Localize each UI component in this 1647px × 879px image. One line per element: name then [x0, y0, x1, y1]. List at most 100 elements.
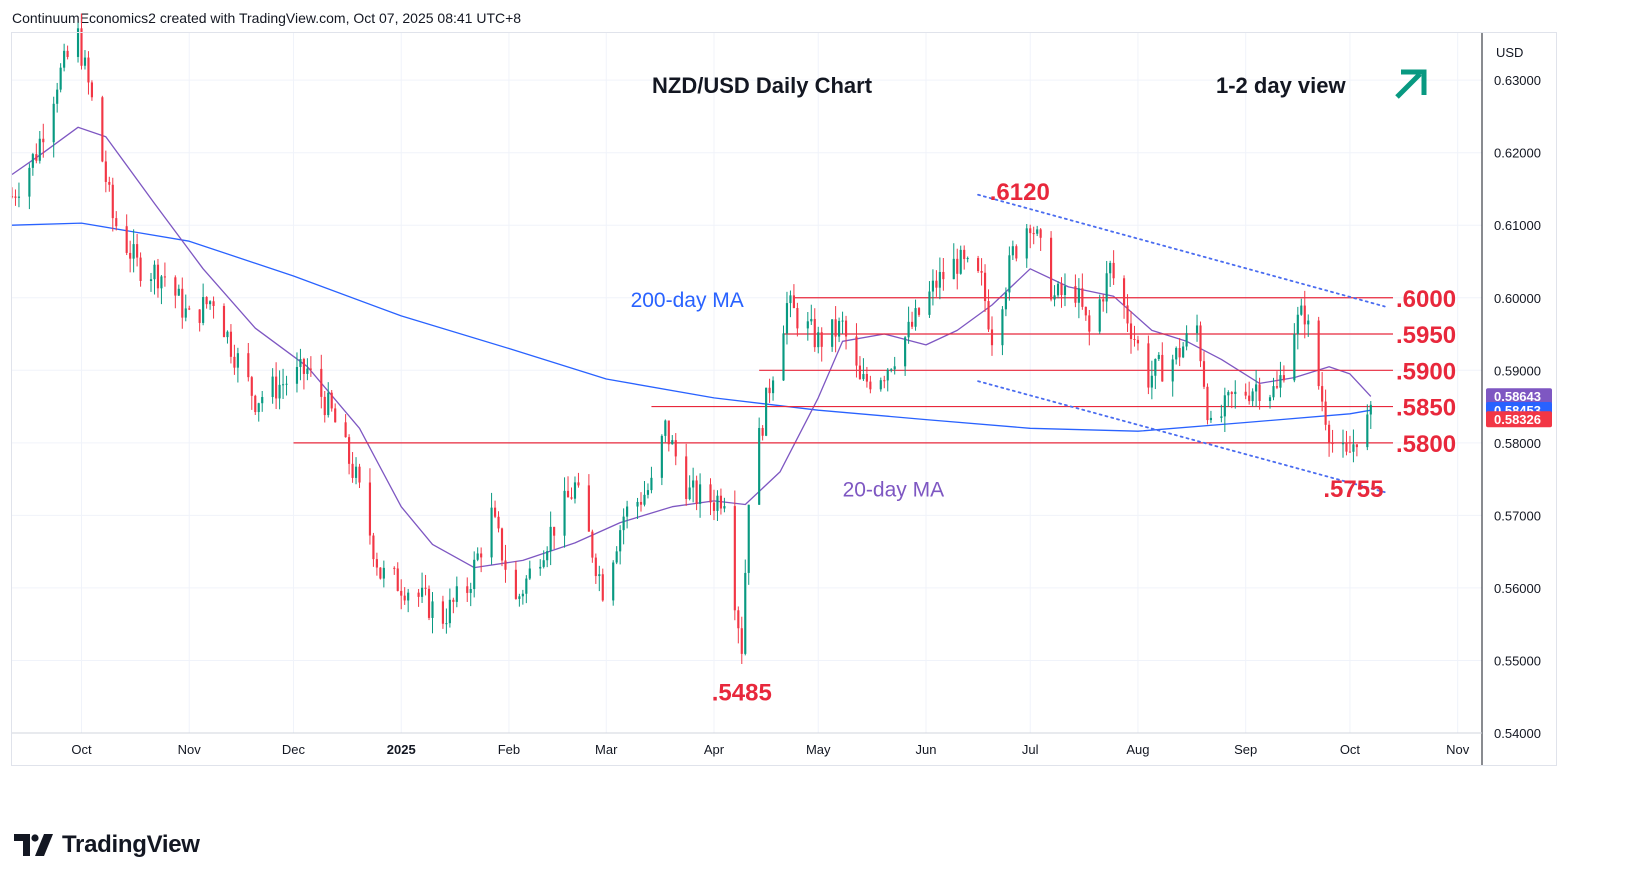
candle-body	[455, 586, 458, 602]
candle-body	[1348, 451, 1352, 453]
candle-body	[379, 567, 382, 579]
annotations: 200-day MA 20-day MA .6120 .5485 .5755	[631, 179, 1384, 707]
candle-body	[427, 588, 431, 618]
candle-body	[351, 463, 354, 478]
level-label: .6000	[1396, 286, 1456, 313]
candle-body	[285, 383, 288, 385]
candle-body	[813, 318, 816, 348]
candle-body	[320, 368, 323, 397]
candle-body	[1227, 392, 1230, 396]
candle-body	[1185, 333, 1188, 347]
candle-body	[643, 494, 646, 505]
candle-body	[129, 252, 132, 259]
candle-body	[667, 420, 670, 445]
candle-body	[692, 480, 695, 488]
candle-body	[990, 329, 994, 346]
candle-body	[1258, 384, 1261, 402]
candle-body	[1039, 229, 1042, 238]
candle-body	[1248, 395, 1251, 402]
candle-body	[1004, 292, 1007, 310]
candle-body	[63, 50, 66, 68]
candle-body	[278, 384, 281, 399]
candle-body	[490, 507, 493, 558]
candle-body	[52, 103, 55, 143]
candle-body	[890, 369, 893, 371]
candle-body	[163, 276, 166, 278]
price-badge-label: 0.58326	[1494, 412, 1541, 427]
candle-body	[420, 587, 424, 597]
candle-body	[452, 599, 455, 602]
candle-body	[935, 280, 938, 288]
x-tick-label: 2025	[387, 742, 416, 757]
candle-body	[1199, 325, 1202, 362]
candle-body	[153, 264, 156, 280]
candle-body	[1272, 386, 1275, 398]
tradingview-logo[interactable]: TradingView	[14, 828, 200, 862]
candle-body	[747, 504, 750, 573]
candle-body	[1112, 262, 1115, 279]
candle-body	[424, 587, 427, 589]
candle-body	[699, 484, 702, 504]
arrow-head	[1401, 69, 1427, 95]
candle-body	[980, 271, 983, 273]
x-tick-label: Mar	[595, 742, 618, 757]
candle-body	[893, 366, 896, 370]
candle-body	[160, 276, 163, 289]
candle-body	[295, 366, 299, 384]
candle-body	[132, 244, 135, 259]
candle-body	[521, 593, 524, 597]
candle-body	[212, 301, 215, 306]
candle-body	[577, 482, 580, 486]
candle-body	[1355, 444, 1358, 448]
y-tick-label: 0.55000	[1494, 653, 1541, 668]
candle-body	[504, 560, 507, 570]
candle-body	[626, 506, 629, 517]
price-badge: 0.58326	[1486, 411, 1552, 428]
x-tick-label: Nov	[1446, 742, 1470, 757]
candle-body	[1244, 391, 1247, 396]
candle-body	[302, 359, 305, 374]
candle-body	[334, 408, 337, 423]
candle-body	[1088, 315, 1091, 332]
candle-body	[309, 368, 312, 370]
candle-body	[671, 440, 674, 445]
candle-body	[393, 567, 396, 569]
candle-body	[1296, 314, 1299, 335]
candle-body	[1029, 228, 1032, 234]
price-badge-bg	[1486, 388, 1552, 405]
x-tick-label: Apr	[704, 742, 725, 757]
candle-body	[87, 57, 90, 83]
candle-body	[855, 336, 858, 366]
candle-body	[904, 337, 907, 367]
candle-body	[546, 551, 549, 561]
candle-body	[348, 437, 351, 464]
candle-body	[139, 257, 142, 281]
candle-body	[226, 331, 229, 338]
candle-body	[17, 196, 21, 198]
y-tick-label: 0.63000	[1494, 73, 1541, 88]
candle-body	[844, 320, 848, 337]
candle-body	[646, 490, 650, 495]
candle-body	[528, 568, 531, 579]
candle-body	[247, 353, 250, 378]
candle-body	[956, 258, 959, 274]
candle-body	[358, 466, 361, 483]
candle-body	[1282, 375, 1285, 381]
candle-body	[758, 427, 761, 505]
candle-body	[466, 586, 469, 593]
candle-body	[768, 387, 771, 394]
candle-body	[1161, 354, 1164, 382]
candle-body	[1300, 305, 1303, 315]
candle-body	[983, 272, 987, 302]
candle-body	[38, 138, 41, 161]
candle-body	[198, 309, 201, 323]
price-badge: 0.58643	[1486, 388, 1552, 405]
y-tick-label: 0.56000	[1494, 581, 1541, 596]
candle-body	[156, 264, 160, 289]
candle-body	[108, 181, 111, 185]
candle-body	[181, 288, 184, 318]
candle-body	[500, 528, 504, 561]
candle-body	[518, 596, 521, 599]
candle-body	[1369, 404, 1372, 415]
